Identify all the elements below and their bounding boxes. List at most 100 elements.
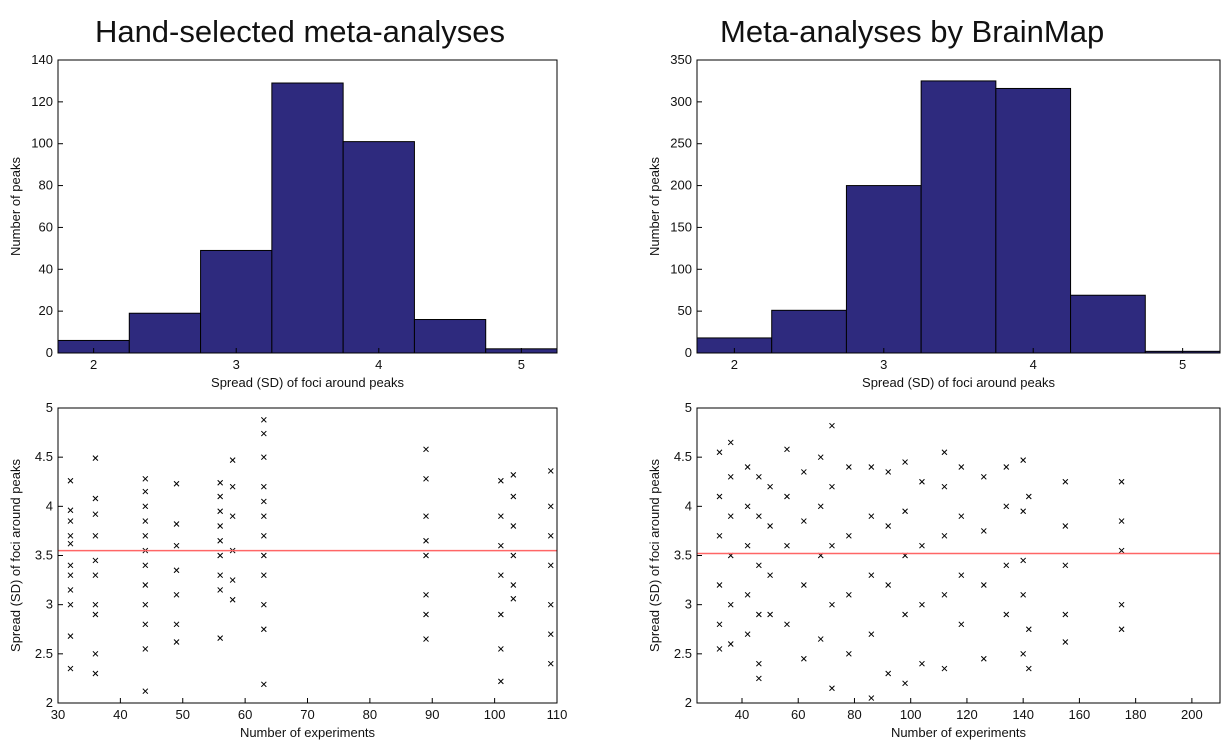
point (784, 446, 790, 453)
point-stroke (1062, 611, 1069, 618)
x-tick-label: 40 (113, 707, 127, 722)
point (1003, 464, 1010, 470)
point-stroke (217, 635, 224, 641)
point-stroke (829, 422, 835, 429)
point-stroke (941, 665, 948, 672)
point (744, 503, 751, 510)
point-stroke (919, 601, 925, 608)
point-stroke (756, 611, 762, 618)
y-tick-label: 3.5 (35, 548, 53, 563)
point-stroke (67, 587, 74, 593)
chart-title: Meta-analyses by BrainMap (720, 14, 1104, 49)
point-stroke (498, 513, 504, 520)
point (92, 511, 99, 518)
point (885, 523, 892, 529)
x-tick-label: 100 (900, 707, 922, 722)
point (142, 688, 149, 695)
point-stroke (716, 621, 723, 628)
y-tick-label: 300 (670, 94, 692, 109)
point-stroke (800, 655, 807, 662)
point (229, 513, 236, 520)
bar (771, 309, 847, 354)
point-stroke (716, 532, 723, 539)
point (845, 650, 852, 657)
point-stroke (1025, 626, 1032, 633)
point-stroke (217, 479, 224, 486)
point (1003, 503, 1010, 510)
point-stroke (958, 572, 965, 579)
point (229, 457, 236, 463)
point-stroke (958, 621, 965, 628)
point-stroke (756, 562, 762, 569)
point (142, 488, 149, 495)
y-tick-label: 2.5 (35, 646, 53, 661)
point-stroke (260, 552, 267, 559)
axes-box (696, 407, 1221, 704)
point-stroke (260, 430, 267, 437)
point (829, 542, 835, 549)
point-stroke (845, 591, 852, 598)
point-stroke (260, 483, 267, 490)
point (67, 507, 74, 514)
y-tick-label: 200 (670, 178, 692, 193)
point-stroke (829, 542, 835, 549)
point (498, 572, 504, 579)
point-stroke (260, 626, 267, 633)
x-axis-label: Number of experiments (240, 725, 376, 740)
point (173, 542, 180, 549)
y-tick-label: 3.5 (674, 548, 692, 563)
point-stroke (1025, 493, 1032, 500)
point-stroke (767, 483, 773, 490)
point-stroke (67, 633, 74, 639)
point-stroke (1062, 639, 1069, 645)
x-tick-label: 50 (176, 707, 190, 722)
point (800, 518, 807, 524)
x-tick-label: 100 (484, 707, 506, 722)
point-stroke (423, 537, 429, 544)
y-tick-label: 3 (46, 597, 53, 612)
point (92, 670, 99, 677)
point-stroke (1025, 665, 1032, 672)
point-stroke (547, 601, 554, 608)
point (1020, 457, 1027, 463)
point-stroke (510, 523, 517, 529)
point (868, 513, 875, 520)
point-stroke (902, 611, 908, 618)
point (173, 521, 180, 527)
point (829, 422, 835, 429)
point (756, 675, 762, 682)
point (260, 601, 267, 608)
point (868, 464, 875, 470)
point-stroke (800, 469, 807, 475)
point (510, 552, 517, 559)
point-stroke (1118, 547, 1125, 554)
point-stroke (756, 660, 762, 667)
point (547, 468, 554, 474)
point (941, 449, 948, 456)
point-stroke (744, 542, 751, 549)
point (767, 523, 773, 529)
point (716, 582, 723, 588)
point (1020, 508, 1027, 515)
point (716, 449, 723, 456)
point (1025, 626, 1032, 633)
point (767, 572, 773, 579)
point-stroke (142, 621, 149, 628)
point-stroke (885, 469, 892, 475)
point-stroke (423, 513, 429, 520)
point (547, 503, 554, 510)
point-stroke (784, 621, 790, 628)
x-tick-label: 5 (1179, 357, 1186, 372)
point-stroke (173, 567, 180, 574)
point (217, 523, 224, 529)
point-stroke (941, 532, 948, 539)
point (67, 518, 74, 524)
point-stroke (941, 591, 948, 598)
point (260, 513, 267, 520)
point-stroke (67, 665, 74, 672)
y-axis-label: Number of peaks (8, 157, 23, 256)
point-stroke (1003, 562, 1010, 569)
point-stroke (260, 601, 267, 608)
x-tick-label: 80 (363, 707, 377, 722)
